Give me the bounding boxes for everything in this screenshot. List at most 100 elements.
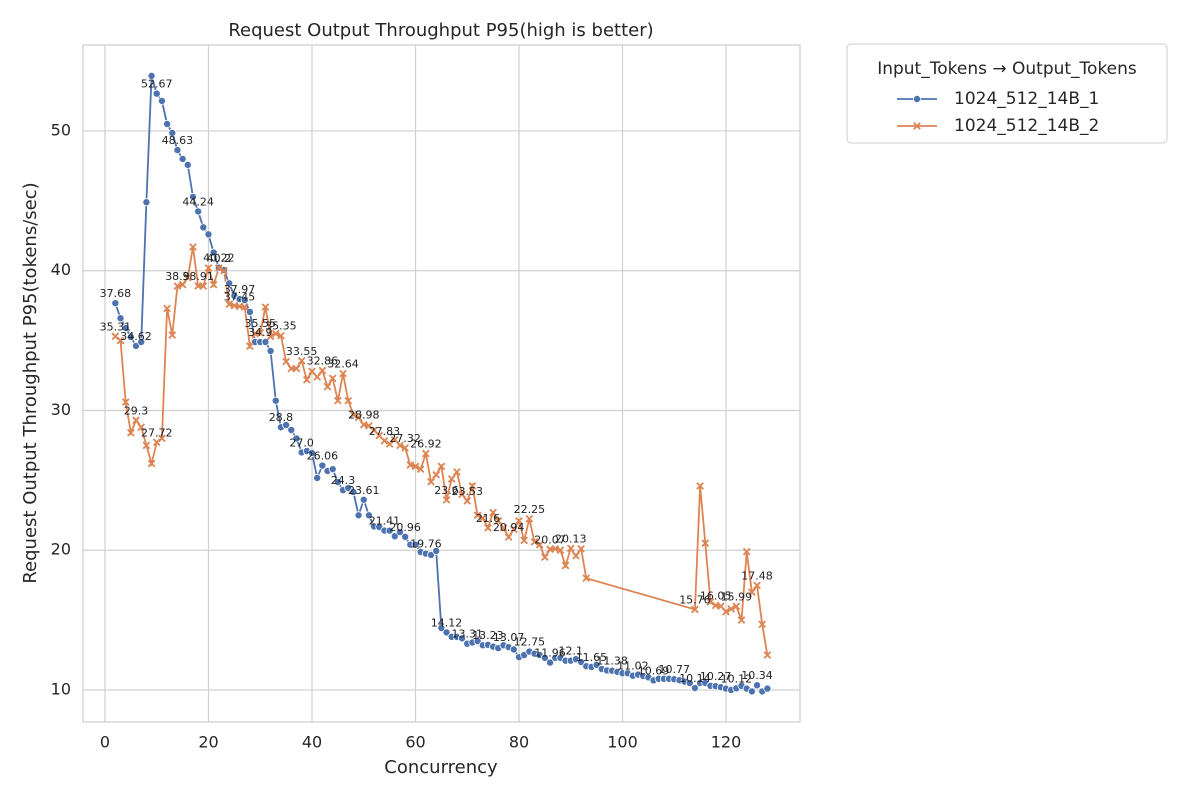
point	[121, 324, 130, 333]
point	[194, 207, 203, 216]
point	[328, 374, 337, 383]
data-label: 15.76	[679, 593, 711, 606]
data-label: 15.99	[721, 590, 753, 603]
point	[246, 342, 254, 351]
point	[168, 128, 177, 137]
data-label: 10.27	[700, 670, 732, 683]
point	[307, 448, 316, 457]
point	[173, 282, 182, 290]
point	[696, 482, 704, 490]
data-label: 20.94	[493, 521, 525, 534]
point	[572, 551, 580, 560]
point	[406, 461, 415, 469]
x-tick-label: 0	[100, 733, 110, 752]
point	[302, 375, 311, 384]
y-tick-label: 30	[51, 400, 71, 419]
point	[183, 273, 192, 282]
point	[561, 561, 570, 570]
point	[478, 514, 487, 522]
data-label: 34.62	[120, 330, 152, 343]
point	[328, 465, 337, 474]
data-label: 17.48	[741, 569, 773, 582]
point	[178, 280, 187, 289]
point	[763, 684, 772, 693]
point	[437, 623, 446, 632]
data-label: 23.6	[434, 484, 459, 497]
data-label: 26.92	[410, 438, 442, 451]
point	[592, 660, 601, 669]
point	[271, 396, 280, 405]
y-tick-label: 50	[51, 120, 71, 139]
point	[204, 264, 213, 272]
point	[199, 282, 208, 290]
point	[401, 444, 409, 452]
y-axis-label: Request Output Throughput P95(tokens/sec…	[20, 182, 41, 583]
point	[344, 396, 353, 405]
legend-box	[846, 43, 1168, 144]
point	[349, 487, 358, 496]
point	[691, 605, 699, 614]
point	[566, 544, 575, 553]
data-label: 13.31	[451, 628, 483, 641]
data-label: 10.14	[679, 672, 711, 685]
data-label: 27.83	[369, 425, 401, 438]
series-line	[114, 75, 768, 693]
data-label: 12.1	[558, 645, 583, 658]
point	[188, 192, 197, 201]
point	[111, 299, 120, 308]
point	[271, 329, 280, 338]
point	[147, 71, 156, 80]
x-tick-label: 100	[607, 733, 638, 752]
point	[577, 658, 586, 667]
point	[422, 449, 430, 458]
data-label: 21.6	[476, 512, 501, 525]
point	[282, 357, 290, 366]
point	[142, 441, 151, 450]
point	[453, 468, 461, 476]
point	[722, 607, 730, 616]
point	[473, 511, 482, 520]
data-label: 23.61	[348, 484, 380, 497]
point	[520, 536, 529, 545]
data-label: 28.8	[269, 411, 294, 424]
point	[163, 119, 172, 128]
data-label: 14.12	[431, 616, 463, 629]
point	[292, 434, 301, 443]
point	[359, 495, 368, 504]
point	[551, 545, 560, 553]
point	[116, 336, 125, 345]
data-label: 21.41	[369, 515, 401, 528]
point	[261, 303, 270, 311]
data-label: 33.55	[286, 345, 318, 358]
data-label: 32.86	[307, 355, 339, 368]
point	[706, 598, 715, 606]
point	[727, 605, 736, 613]
point	[748, 588, 756, 596]
point	[282, 421, 291, 430]
point	[209, 280, 218, 289]
point	[323, 382, 332, 391]
data-label: 40.22	[203, 252, 235, 265]
point	[266, 332, 275, 341]
point	[147, 459, 156, 468]
point	[240, 296, 249, 305]
point	[126, 332, 135, 341]
point	[370, 426, 378, 434]
point	[245, 307, 254, 316]
data-label: 40.2	[207, 252, 232, 265]
point	[173, 146, 182, 155]
point	[163, 304, 171, 313]
point	[225, 279, 234, 288]
chart-title: Request Output Throughput P95(high is be…	[228, 20, 653, 41]
point	[732, 602, 741, 611]
point	[535, 540, 544, 549]
point	[261, 337, 270, 346]
point	[277, 331, 285, 340]
data-label: 13.23	[472, 629, 504, 642]
point	[266, 346, 275, 355]
point	[380, 436, 389, 445]
point	[395, 528, 404, 537]
point	[333, 478, 342, 487]
point	[504, 533, 513, 541]
